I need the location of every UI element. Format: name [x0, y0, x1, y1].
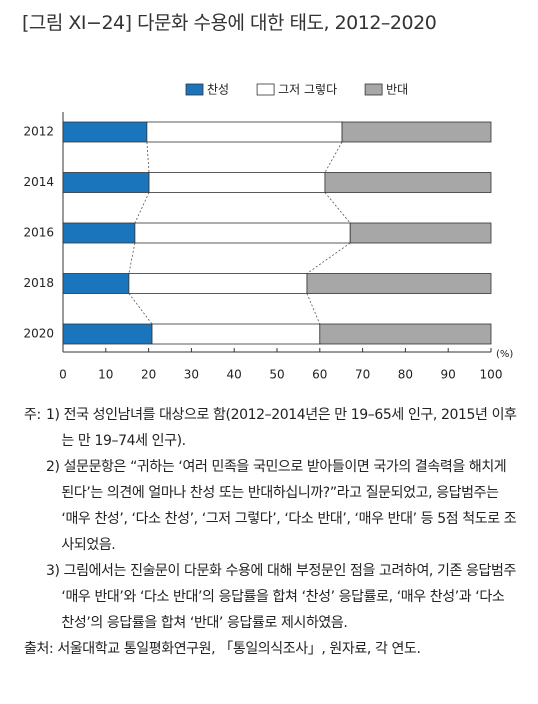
x-tick-label: 60	[312, 368, 327, 381]
x-tick-label: 0	[59, 368, 67, 381]
legend-swatch	[364, 83, 383, 96]
bar-segment	[349, 222, 492, 244]
bar-segment	[324, 172, 492, 193]
connector	[306, 293, 321, 325]
note: 3) 그림에서는 진술문이 다문화 수용에 대해 부정문인 점을 고려하여, 기…	[46, 563, 516, 631]
y-tick-label: 2012	[23, 125, 54, 139]
connector	[324, 141, 343, 173]
legend-label: 찬성	[207, 82, 229, 97]
bar-segment	[62, 222, 136, 244]
bar-segment	[151, 323, 321, 345]
x-tick-label: 50	[269, 368, 284, 381]
x-tick-label: 40	[227, 368, 242, 381]
connector	[128, 293, 153, 325]
chart: 찬성 그저 그렇다 반대 0 10 20 30 40 50 60 70 80 90 100 (%) 2012 2…	[23, 82, 513, 381]
legend-swatch	[256, 83, 275, 96]
x-tick-label: 100	[480, 368, 503, 381]
source: 출처: 서울대학교 통일평화연구원, 「통일의식조사」, 원자료, 각 연도.	[24, 641, 421, 657]
legend-swatch	[185, 83, 204, 96]
note: 2) 설문문항은 “귀하는 ‘여러 민족을 국민으로 받아들이면 국가의 결속력…	[46, 459, 517, 553]
y-tick-label: 2014	[23, 175, 54, 189]
y-tick-label: 2016	[23, 226, 54, 240]
connector	[306, 242, 351, 274]
chart-title: [그림 XI−24] 다문화 수용에 대한 태도, 2012–2020	[22, 12, 437, 34]
notes-block: 주: 1) 전국 성인남녀를 대상으로 함(2012–2014년은 만 19–6…	[24, 402, 518, 636]
note: 1) 전국 성인남녀를 대상으로 함(2012–2014년은 만 19–65세 …	[46, 407, 517, 449]
y-tick-label: 2018	[23, 276, 54, 290]
bar-segment	[146, 121, 343, 143]
bar-segment	[62, 121, 148, 143]
bar-segment	[319, 323, 492, 345]
bar-segment	[341, 121, 492, 143]
x-unit: (%)	[496, 349, 513, 360]
legend-label: 그저 그렇다	[278, 82, 337, 97]
legend-label: 반대	[386, 83, 408, 97]
bar-segment	[134, 222, 351, 244]
notes: 주: 1) 전국 성인남녀를 대상으로 함(2012–2014년은 만 19–6…	[24, 402, 518, 662]
bar-segment	[62, 273, 130, 294]
bar-segment	[128, 273, 308, 294]
notes-label: 주:	[24, 407, 41, 423]
x-tick-label: 90	[441, 368, 456, 381]
bar-segment	[148, 172, 326, 193]
note-list: 1) 전국 성인남녀를 대상으로 함(2012–2014년은 만 19–65세 …	[46, 402, 518, 636]
connector	[146, 141, 150, 173]
x-tick-label: 80	[398, 368, 413, 381]
bar-segment	[306, 273, 492, 294]
connector	[128, 242, 136, 274]
connector	[324, 192, 351, 224]
x-tick-label: 10	[98, 368, 113, 381]
y-tick-label: 2020	[23, 327, 54, 341]
x-tick-label: 70	[355, 368, 370, 381]
x-tick-label: 30	[184, 368, 199, 381]
connector	[134, 192, 150, 224]
bar-segment	[62, 172, 150, 193]
x-tick-label: 20	[141, 368, 156, 381]
bar-segment	[62, 323, 153, 345]
